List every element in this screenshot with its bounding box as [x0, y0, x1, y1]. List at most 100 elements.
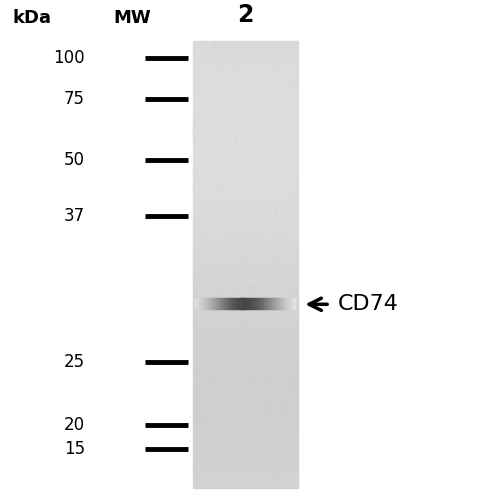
Bar: [192, 482, 298, 484]
Bar: [192, 148, 298, 150]
Bar: [192, 388, 298, 390]
Bar: [192, 400, 298, 402]
Bar: [192, 450, 298, 452]
Bar: [192, 116, 298, 117]
Circle shape: [296, 342, 298, 344]
Circle shape: [208, 280, 210, 281]
Bar: [192, 288, 298, 290]
Bar: [192, 65, 298, 66]
Circle shape: [296, 406, 297, 407]
Bar: [192, 47, 298, 48]
Bar: [192, 141, 298, 142]
Text: 2: 2: [237, 2, 253, 26]
Circle shape: [286, 478, 288, 480]
Circle shape: [214, 223, 216, 224]
Circle shape: [274, 473, 275, 474]
Bar: [192, 50, 298, 51]
Circle shape: [200, 91, 203, 93]
Text: 25: 25: [64, 352, 85, 370]
Circle shape: [276, 429, 277, 430]
Circle shape: [217, 448, 219, 450]
Bar: [192, 480, 298, 482]
Circle shape: [248, 180, 250, 182]
Bar: [192, 340, 298, 342]
Bar: [192, 212, 298, 214]
Bar: [192, 233, 298, 234]
Circle shape: [244, 128, 246, 130]
Circle shape: [193, 289, 195, 291]
Circle shape: [214, 292, 216, 293]
Circle shape: [224, 474, 226, 475]
Bar: [192, 112, 298, 114]
Bar: [192, 330, 298, 332]
Bar: [192, 397, 298, 398]
Bar: [192, 105, 298, 106]
Circle shape: [192, 48, 194, 50]
Bar: [192, 467, 298, 468]
Bar: [192, 53, 298, 54]
Bar: [192, 367, 298, 368]
Circle shape: [222, 172, 223, 173]
Bar: [192, 174, 298, 175]
Bar: [192, 466, 298, 467]
Circle shape: [250, 264, 252, 266]
Bar: [192, 440, 298, 442]
Bar: [192, 370, 298, 372]
Bar: [192, 118, 298, 120]
Bar: [192, 272, 298, 274]
Bar: [192, 438, 298, 440]
Circle shape: [200, 366, 201, 368]
Bar: [192, 186, 298, 187]
Bar: [192, 296, 298, 297]
Bar: [192, 168, 298, 169]
Circle shape: [274, 259, 275, 260]
Bar: [192, 327, 298, 328]
Bar: [192, 470, 298, 472]
Bar: [192, 62, 298, 64]
Bar: [192, 345, 298, 346]
Circle shape: [202, 338, 203, 340]
Bar: [192, 58, 298, 59]
Bar: [192, 476, 298, 478]
Text: 50: 50: [64, 151, 85, 169]
Bar: [192, 458, 298, 460]
Bar: [192, 78, 298, 80]
Circle shape: [276, 181, 277, 182]
Circle shape: [193, 120, 194, 122]
Circle shape: [220, 354, 223, 356]
Circle shape: [259, 423, 260, 424]
Circle shape: [200, 149, 202, 151]
Bar: [192, 426, 298, 427]
Bar: [192, 66, 298, 68]
Circle shape: [258, 314, 260, 316]
Circle shape: [200, 262, 202, 264]
Bar: [192, 124, 298, 126]
Bar: [192, 430, 298, 432]
Circle shape: [238, 69, 240, 70]
Bar: [192, 256, 298, 257]
Bar: [192, 198, 298, 199]
Bar: [192, 270, 298, 272]
Circle shape: [260, 56, 262, 58]
Bar: [192, 190, 298, 192]
Bar: [192, 68, 298, 70]
Circle shape: [204, 86, 206, 88]
Circle shape: [270, 51, 271, 52]
Circle shape: [238, 412, 239, 414]
Bar: [192, 238, 298, 239]
Circle shape: [278, 476, 281, 478]
Bar: [192, 410, 298, 412]
Circle shape: [206, 228, 208, 229]
Bar: [192, 302, 298, 303]
Bar: [192, 420, 298, 421]
Bar: [192, 96, 298, 98]
Bar: [192, 472, 298, 473]
Bar: [192, 144, 298, 146]
Bar: [192, 398, 298, 400]
Bar: [192, 239, 298, 240]
Circle shape: [233, 148, 234, 149]
Circle shape: [262, 166, 264, 168]
Bar: [192, 77, 298, 78]
Bar: [192, 142, 298, 144]
Text: 37: 37: [64, 207, 85, 225]
